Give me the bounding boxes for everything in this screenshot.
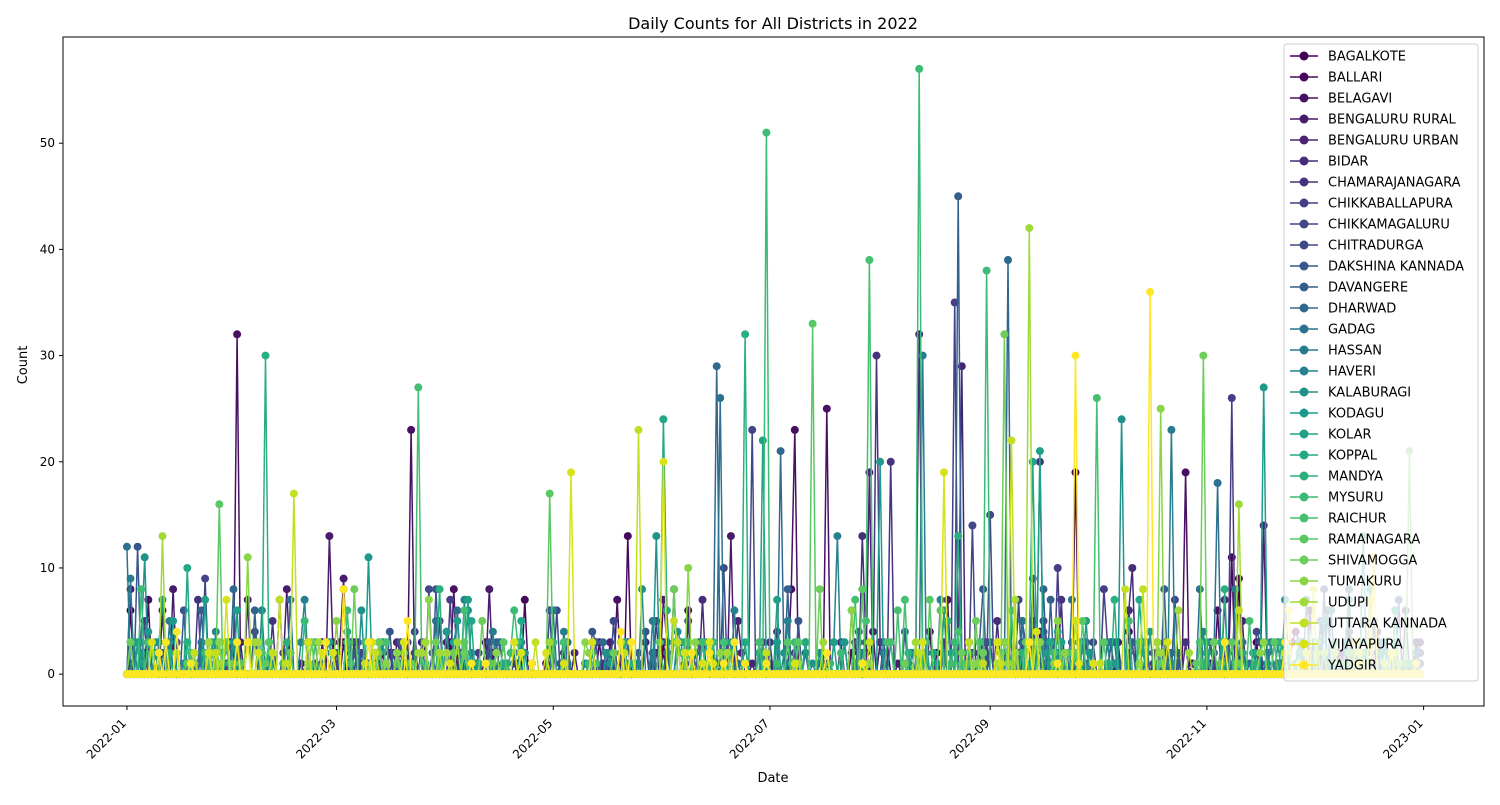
data-point <box>954 192 963 201</box>
data-point <box>233 330 242 339</box>
data-point <box>588 627 597 636</box>
data-point <box>520 595 529 604</box>
data-point <box>986 510 995 519</box>
data-point <box>776 447 785 456</box>
data-point <box>1259 521 1268 530</box>
data-point <box>325 532 334 541</box>
data-point <box>968 521 977 530</box>
data-point <box>453 606 462 615</box>
data-point <box>822 404 831 413</box>
data-point <box>1238 617 1247 625</box>
data-point <box>126 606 135 615</box>
data-point <box>783 585 792 594</box>
data-point <box>485 648 494 657</box>
data-point <box>385 627 394 636</box>
data-point <box>1234 574 1243 583</box>
data-point <box>623 532 632 541</box>
data-point <box>446 595 455 604</box>
data-point <box>1071 468 1080 477</box>
data-point <box>790 425 799 434</box>
data-point <box>1004 256 1012 264</box>
x-axis-label: Date <box>757 771 788 786</box>
data-point <box>1181 638 1190 647</box>
data-point <box>925 627 934 636</box>
data-point <box>872 351 881 360</box>
data-point <box>641 627 650 636</box>
data-point <box>1181 468 1190 477</box>
data-point <box>900 627 909 636</box>
data-point <box>1227 394 1236 402</box>
data-point <box>716 394 725 402</box>
data-point <box>599 638 607 647</box>
data-point <box>893 659 902 668</box>
data-point <box>993 617 1002 625</box>
data-point <box>886 457 895 466</box>
data-point <box>197 606 206 615</box>
data-point <box>712 362 721 371</box>
data-point <box>684 617 693 625</box>
data-point <box>1252 627 1261 636</box>
data-point <box>353 638 362 647</box>
data-point <box>122 542 131 551</box>
data-point <box>854 638 863 647</box>
data-point <box>243 595 252 604</box>
data-point <box>1160 585 1169 594</box>
data-point <box>1053 564 1062 572</box>
data-point <box>268 617 277 625</box>
data-point <box>1099 585 1108 594</box>
data-point <box>698 595 707 604</box>
data-point <box>1046 595 1055 604</box>
data-point <box>726 532 735 541</box>
data-point <box>169 585 178 594</box>
data-point <box>250 606 259 615</box>
data-point <box>407 425 416 434</box>
data-point <box>748 425 757 434</box>
data-point <box>197 638 206 647</box>
data-point <box>1128 564 1137 572</box>
data-point <box>485 585 494 594</box>
data-point <box>943 595 952 604</box>
data-point <box>609 617 618 625</box>
y-axis-label: Count <box>16 346 31 385</box>
data-point <box>915 330 924 339</box>
data-point <box>286 595 295 604</box>
data-point <box>201 574 210 583</box>
data-point <box>801 648 810 657</box>
data-point <box>194 595 202 604</box>
data-point <box>794 617 803 625</box>
data-point <box>613 595 622 604</box>
data-point <box>449 585 458 594</box>
data-point <box>684 606 693 615</box>
data-point <box>424 585 433 594</box>
data-point <box>634 648 643 657</box>
data-point <box>719 564 728 572</box>
data-point <box>1039 617 1048 625</box>
data-point <box>474 648 483 657</box>
data-point <box>748 659 757 668</box>
data-point <box>1170 595 1179 604</box>
data-point <box>229 585 238 594</box>
data-point <box>858 532 867 541</box>
data-point <box>339 574 348 583</box>
data-point <box>250 627 259 636</box>
data-point <box>1039 585 1048 594</box>
data-point <box>133 542 142 551</box>
data-point <box>282 585 291 594</box>
chart-title: Daily Counts for All Districts in 2022 <box>628 14 918 33</box>
data-point <box>734 617 742 625</box>
